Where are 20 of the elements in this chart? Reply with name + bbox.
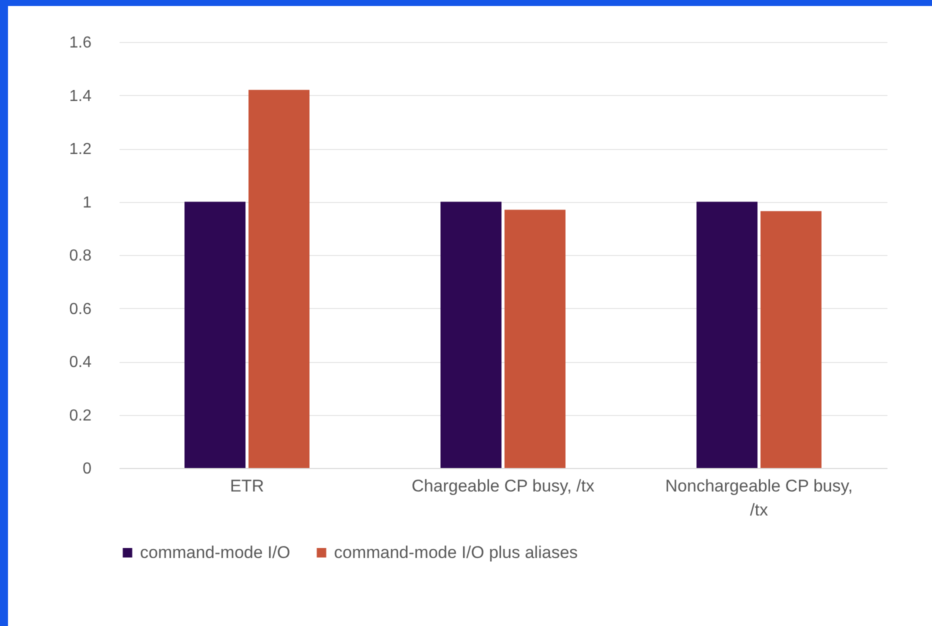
y-tick-label: 1.4 xyxy=(69,88,92,105)
bar xyxy=(440,202,502,468)
y-tick-label: 0.8 xyxy=(69,248,92,264)
y-tick-label: 0 xyxy=(82,460,92,478)
bar xyxy=(504,210,566,468)
bar xyxy=(248,90,310,468)
x-tick-label: ETR xyxy=(230,476,264,496)
legend-label: command-mode I/O xyxy=(140,542,290,562)
y-tick-label: 0.2 xyxy=(69,407,92,424)
y-tick-label: 1 xyxy=(82,194,92,212)
bar xyxy=(696,202,758,468)
x-tick-label: Nonchargeable CP busy, /tx xyxy=(665,476,853,520)
y-tick-label: 0.6 xyxy=(69,300,92,318)
bar xyxy=(184,202,246,468)
bar xyxy=(760,211,822,468)
x-tick-label: Chargeable CP busy, /tx xyxy=(412,476,595,496)
y-tick-label: 1.2 xyxy=(69,141,92,158)
y-tick-label: 1.6 xyxy=(69,34,92,52)
y-tick-label: 0.4 xyxy=(69,354,92,371)
legend-label: command-mode I/O plus aliases xyxy=(334,542,578,562)
